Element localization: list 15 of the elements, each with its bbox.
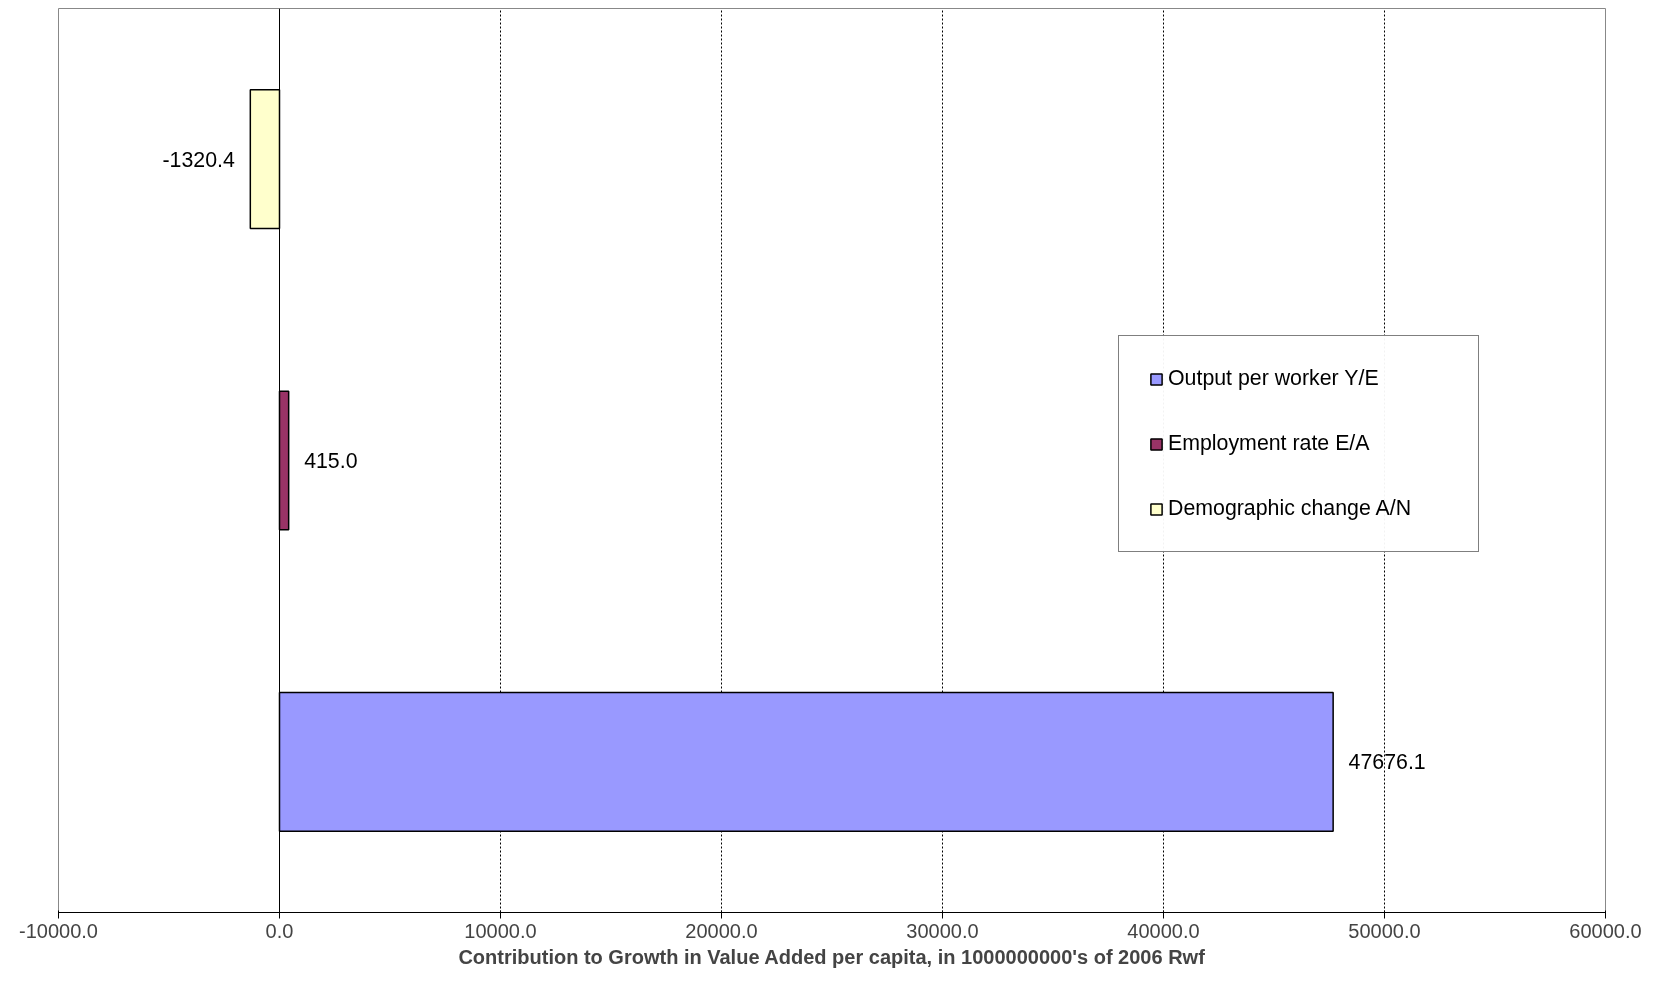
x-tick-label: 60000.0: [1569, 919, 1642, 942]
legend-label: Output per worker Y/E: [1168, 366, 1380, 391]
x-tick-label: 20000.0: [685, 919, 758, 942]
x-tick-label: 0.0: [265, 919, 294, 942]
x-tick-label: 10000.0: [464, 919, 537, 942]
x-tick-label: 50000.0: [1348, 919, 1421, 942]
x-tick-label: 40000.0: [1127, 919, 1200, 942]
x-axis-title: Contribution to Growth in Value Added per capita, in 1000000000's of 2006 Rwf: [458, 945, 1206, 968]
data-label: 415.0: [304, 449, 358, 473]
legend-label: Demographic change A/N: [1168, 496, 1413, 521]
x-tick-label: -10000.0: [19, 919, 98, 942]
data-label: 47676.1: [1348, 750, 1426, 775]
data-label: -1320.4: [162, 147, 235, 172]
x-tick-label: 30000.0: [906, 919, 979, 942]
legend-label: Employment rate E/A: [1168, 431, 1371, 456]
